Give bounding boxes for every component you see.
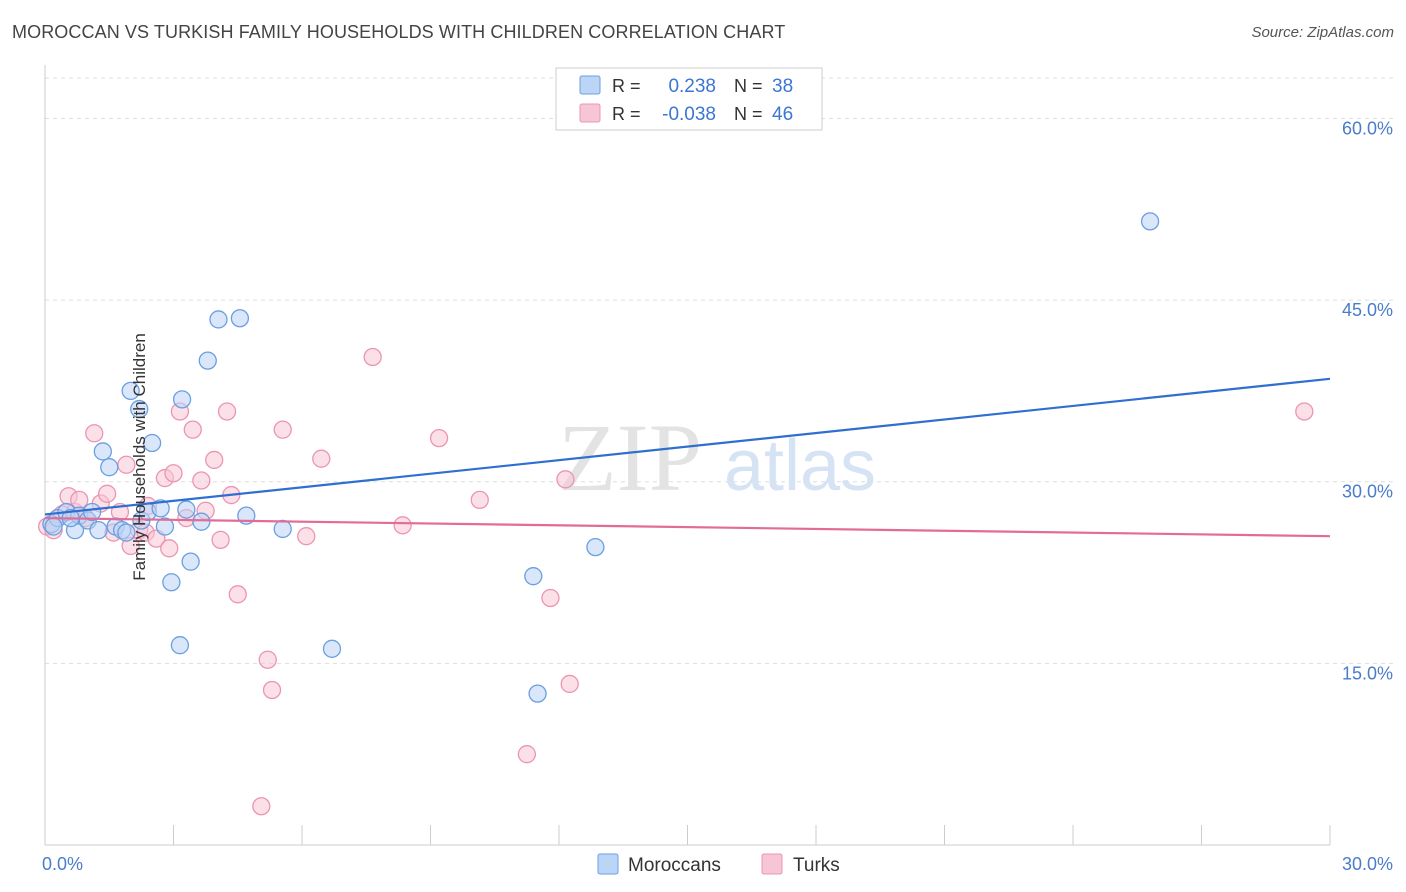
y-tick-label-1: 30.0% <box>1342 482 1393 502</box>
y-tick-labels: 15.0% 30.0% 45.0% 60.0% <box>1342 118 1393 683</box>
x-tick-label-1: 30.0% <box>1342 854 1393 874</box>
turks-point-27 <box>211 530 230 549</box>
moroccans-point-13 <box>121 381 140 401</box>
moroccans-point-30 <box>273 519 292 539</box>
moroccans-point-17 <box>142 433 162 453</box>
moroccans-point-31 <box>322 639 342 658</box>
turks-point-9 <box>97 484 117 503</box>
turks-point-5 <box>70 490 89 510</box>
legend-r-label-1: R = <box>612 76 641 96</box>
legend-swatch-moroccans <box>579 75 601 95</box>
legend-r-value-1: 0.238 <box>668 76 716 97</box>
y-axis-label-wrap: Family Households with Children <box>130 333 150 581</box>
turks-point-45 <box>1295 402 1314 421</box>
turks-point-26 <box>205 450 224 470</box>
watermark-atlas: atlas <box>724 426 876 506</box>
moroccans-point-22 <box>172 390 192 409</box>
turks-point-28 <box>217 402 237 421</box>
moroccans-point-28 <box>230 309 250 328</box>
series-label-moroccans: Moroccans <box>628 855 721 876</box>
gridlines <box>45 77 1395 664</box>
moroccans-point-12 <box>117 523 136 542</box>
turks-point-44 <box>560 674 579 694</box>
turks-point-23 <box>183 420 202 439</box>
x-tick-label-0: 0.0% <box>42 854 83 874</box>
x-tick-labels: 0.0% 30.0% <box>42 854 1393 874</box>
moroccans-point-7 <box>89 521 108 540</box>
turks-point-35 <box>297 527 316 546</box>
turks-point-7 <box>85 424 104 443</box>
y-tick-label-2: 45.0% <box>1342 300 1393 320</box>
watermark: ZIP atlas <box>558 404 876 511</box>
series-label-turks: Turks <box>793 855 840 876</box>
chart-title: MOROCCAN VS TURKISH FAMILY HOUSEHOLDS WI… <box>12 22 786 42</box>
legend-n-value-2: 46 <box>772 104 793 125</box>
turks-point-19 <box>160 539 179 558</box>
turks-point-31 <box>252 797 271 816</box>
turks-point-24 <box>192 471 211 490</box>
turks-point-33 <box>262 680 282 700</box>
turks-point-32 <box>258 650 277 669</box>
legend-r-label-2: R = <box>612 104 641 124</box>
turks-point-38 <box>393 516 412 535</box>
turks-point-43 <box>556 470 575 489</box>
turks-point-42 <box>541 588 560 608</box>
legend-n-label-1: N = <box>734 76 763 96</box>
y-tick-label-0: 15.0% <box>1342 663 1393 683</box>
moroccans-point-20 <box>162 573 181 592</box>
moroccans-point-21 <box>170 636 190 655</box>
moroccans-point-6 <box>82 502 102 522</box>
moroccans-point-36 <box>44 517 63 536</box>
legend-r-value-2: -0.038 <box>662 104 716 125</box>
turks-point-20 <box>164 464 183 483</box>
series-legend: Moroccans Turks <box>597 853 840 876</box>
moroccans-point-32 <box>524 567 543 586</box>
turks-point-41 <box>517 745 537 764</box>
moroccans-point-23 <box>177 500 196 519</box>
source-credit: Source: ZipAtlas.com <box>1251 24 1394 41</box>
moroccans-trend-line <box>44 377 1331 516</box>
legend-n-label-2: N = <box>734 104 763 124</box>
moroccans-point-24 <box>181 552 200 571</box>
series-swatch-moroccans <box>597 853 619 875</box>
moroccans-point-34 <box>586 537 605 557</box>
moroccans-point-35 <box>1140 212 1160 231</box>
series-swatch-turks <box>761 853 783 875</box>
turks-point-36 <box>312 449 331 468</box>
moroccans-point-14 <box>130 399 149 419</box>
correlation-legend: R = 0.238 N = 38 R = -0.038 N = 46 <box>555 67 823 131</box>
moroccans-point-33 <box>528 684 547 703</box>
axes <box>44 65 1331 846</box>
y-tick-label-3: 60.0% <box>1342 118 1393 138</box>
legend-swatch-turks <box>579 103 601 123</box>
moroccans-point-19 <box>155 517 175 536</box>
moroccans-point-8 <box>93 442 112 461</box>
turks-point-30 <box>228 585 247 604</box>
moroccans-point-26 <box>198 351 217 370</box>
y-axis-label: Family Households with Children <box>129 333 149 581</box>
legend-n-value-1: 38 <box>772 76 793 97</box>
moroccans-point-25 <box>192 512 211 531</box>
turks-point-40 <box>470 490 489 510</box>
moroccans-point-27 <box>209 310 228 329</box>
turks-point-34 <box>273 420 292 439</box>
trend-lines <box>44 377 1331 538</box>
moroccans-point-18 <box>151 499 170 518</box>
turks-trend-line <box>44 516 1331 538</box>
turks-point-39 <box>429 428 449 448</box>
turks-point-37 <box>363 347 382 367</box>
moroccans-point-9 <box>100 458 119 477</box>
